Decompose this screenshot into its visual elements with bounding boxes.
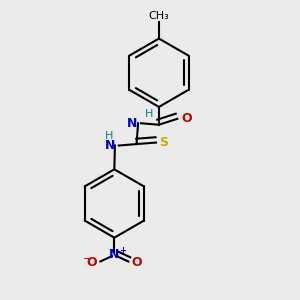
Text: +: + <box>119 246 126 255</box>
Text: H: H <box>145 109 153 119</box>
Text: CH₃: CH₃ <box>148 11 169 21</box>
Text: N: N <box>109 248 119 260</box>
Text: −: − <box>83 254 93 264</box>
Text: S: S <box>159 136 168 149</box>
Text: N: N <box>127 117 137 130</box>
Text: N: N <box>105 139 115 152</box>
Text: O: O <box>132 256 142 269</box>
Text: H: H <box>105 131 113 141</box>
Text: O: O <box>86 256 97 269</box>
Text: O: O <box>181 112 192 125</box>
